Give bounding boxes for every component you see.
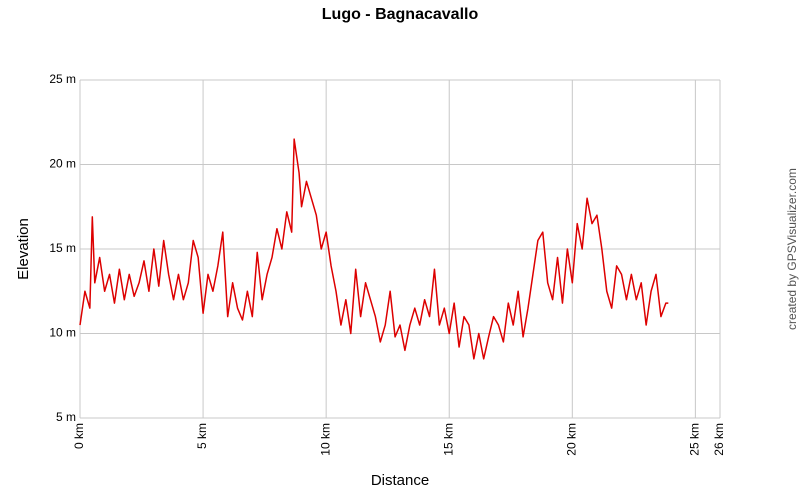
y-axis-label: Elevation xyxy=(15,218,32,280)
x-tick-label: 20 km xyxy=(564,423,578,456)
y-tick-label: 10 m xyxy=(49,326,76,340)
y-tick-label: 15 m xyxy=(49,241,76,255)
y-tick-label: 25 m xyxy=(49,72,76,86)
x-axis-label: Distance xyxy=(371,472,429,489)
y-tick-label: 5 m xyxy=(56,410,76,424)
y-tick-label: 20 m xyxy=(49,157,76,171)
x-tick-label: 26 km xyxy=(712,423,726,456)
credit: created by GPSVisualizer.com xyxy=(785,168,799,330)
x-tick-label: 0 km xyxy=(72,423,86,449)
chart-title: Lugo - Bagnacavallo xyxy=(322,6,479,23)
x-tick-label: 25 km xyxy=(688,423,702,456)
elevation-line xyxy=(79,138,669,360)
x-tick-label: 15 km xyxy=(441,423,455,456)
x-tick-label: 10 km xyxy=(318,423,332,456)
x-tick-label: 5 km xyxy=(195,423,209,449)
